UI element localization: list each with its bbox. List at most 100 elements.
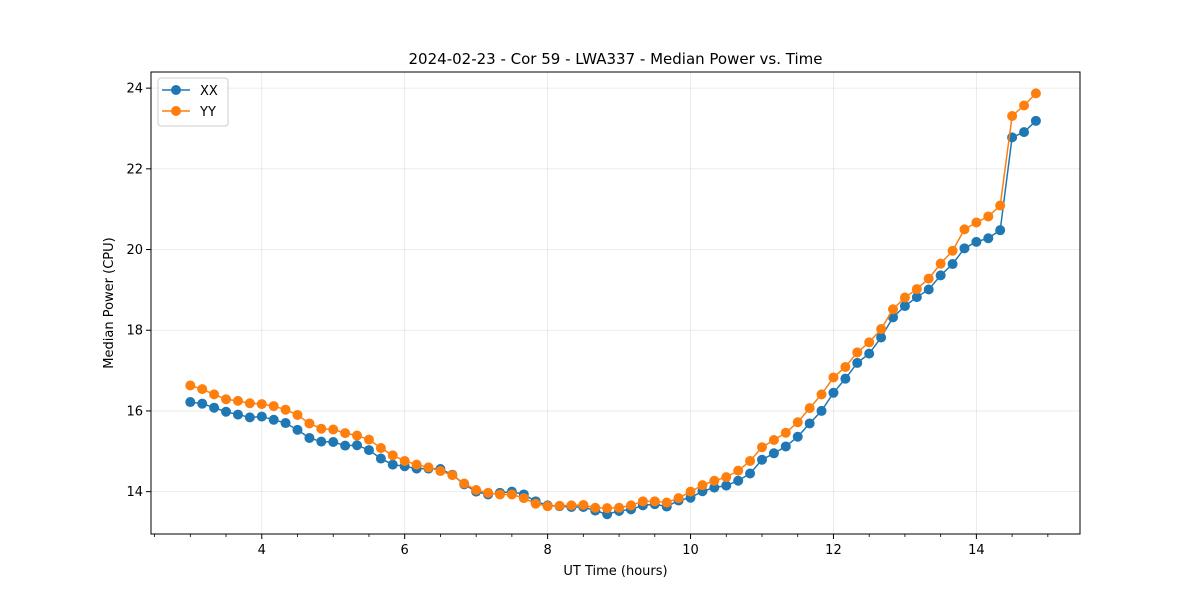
x-tick-label: 14 [968,543,985,558]
data-point-yy [852,347,863,358]
data-point-yy [614,502,625,513]
plot-frame [150,71,1081,535]
x-axis: 4 6 8 10 12 14 [154,534,1049,558]
series-yy [185,88,1041,514]
y-tick-label: 24 [126,82,143,97]
data-point-xx [792,431,803,442]
data-point-xx [852,357,863,368]
data-point-yy [602,503,613,514]
data-point-yy [471,485,482,496]
data-point-yy [375,443,386,454]
data-point-yy [995,200,1006,211]
data-point-yy [959,224,970,235]
data-point-yy [459,478,470,489]
data-point-yy [864,337,875,348]
x-tick-label: 6 [401,543,409,558]
data-point-xx [947,259,958,270]
data-point-yy [411,459,422,470]
data-point-yy [304,418,315,429]
data-point-yy [745,455,756,466]
data-point-xx [363,445,374,456]
series-xx [185,115,1041,520]
data-point-yy [423,462,434,473]
data-point-yy [923,273,934,284]
data-point-xx [292,424,303,435]
data-point-yy [590,502,601,513]
data-point-yy [232,395,243,406]
data-point-yy [542,501,553,512]
data-point-yy [757,442,767,453]
data-point-yy [506,489,517,500]
data-point-xx [197,398,208,409]
y-tick-label: 20 [126,243,143,258]
data-point-yy [399,455,410,466]
data-point-xx [971,236,982,247]
data-point-xx [721,480,732,491]
data-point-yy [1007,110,1018,121]
data-point-yy [899,292,910,303]
data-point-xx [256,411,267,422]
data-point-yy [316,423,327,434]
data-point-xx [1019,127,1030,138]
data-point-yy [673,493,684,504]
data-point-xx [840,373,851,384]
y-tick-label: 18 [126,324,143,339]
data-point-yy [256,399,267,410]
data-point-xx [221,406,232,417]
data-point-yy [221,394,232,405]
data-point-xx [745,468,756,479]
data-point-yy [518,493,529,504]
data-point-yy [185,380,196,391]
y-axis: 14 16 18 20 22 24 [126,82,151,500]
data-point-xx [304,432,315,443]
data-point-xx [316,436,327,447]
data-point-yy [292,409,303,420]
data-point-yy [637,496,648,507]
data-point-yy [1030,88,1041,99]
data-point-xx [959,243,970,254]
data-point-yy [816,389,827,400]
x-tick-label: 8 [543,543,551,558]
x-tick-label: 10 [682,543,699,558]
data-point-yy [804,403,815,414]
data-point-yy [435,466,446,477]
data-point-xx [768,448,779,459]
data-point-yy [709,475,720,486]
data-point-yy [780,427,791,438]
data-point-xx [733,475,744,486]
data-point-xx [232,409,243,420]
data-point-yy [911,284,922,295]
data-point-yy [554,500,565,511]
data-point-yy [447,470,458,481]
data-point-xx [935,270,946,281]
data-point-yy [483,487,494,498]
data-point-yy [244,398,255,409]
data-point-yy [197,384,208,395]
data-point-yy [887,304,898,315]
data-point-xx [709,482,720,493]
data-point-yy [340,428,351,439]
data-point-xx [352,440,363,451]
data-point-xx [816,405,827,416]
data-point-yy [876,324,887,335]
data-point-xx [757,454,767,465]
data-point-yy [352,430,363,441]
data-point-yy [840,361,851,372]
data-point-yy [828,372,839,383]
data-point-xx [375,453,386,464]
data-point-yy [578,499,589,510]
legend: XX YY [157,77,229,127]
data-point-yy [626,500,637,511]
legend-marker-yy [171,106,181,116]
data-point-xx [340,440,351,451]
data-point-yy [268,401,279,412]
data-point-yy [947,245,958,256]
y-tick-label: 14 [126,485,143,500]
data-point-xx [209,402,220,413]
data-point-yy [971,217,982,228]
data-point-yy [983,211,994,222]
data-point-xx [876,332,887,343]
data-point-yy [566,500,577,511]
data-point-xx [911,292,922,303]
